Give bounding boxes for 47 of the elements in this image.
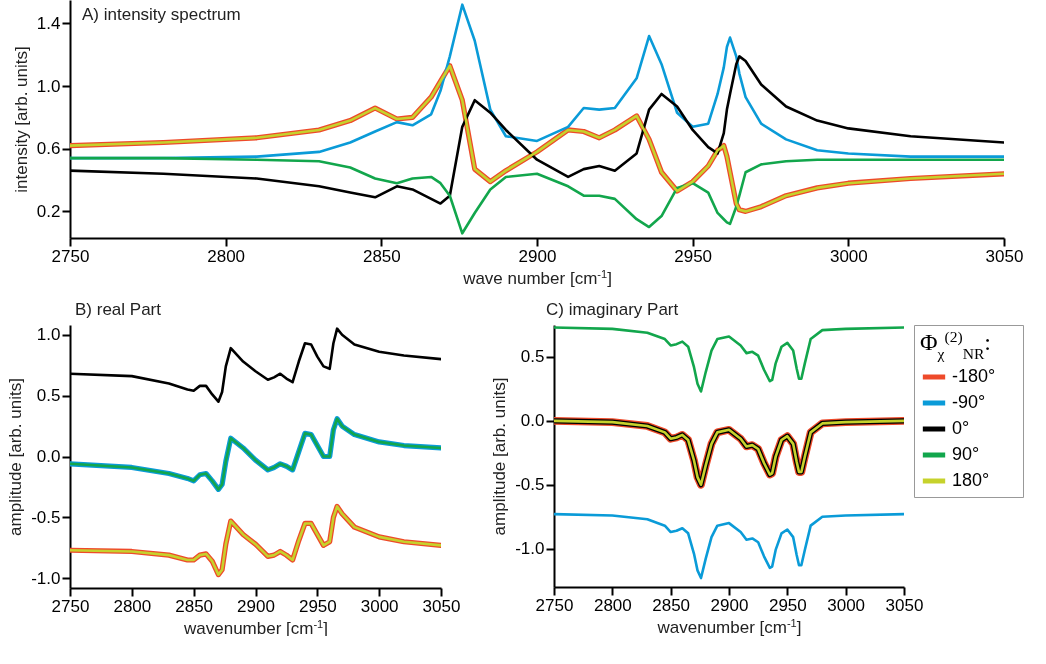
y-tick-label: 0.2 [36,201,61,221]
x-tick-label: 2750 [51,246,90,266]
x-tick-label: 2800 [113,596,152,616]
x-tick-label: 3000 [829,246,868,266]
y-tick-label: 0.0 [36,447,61,466]
x-tick-label: 3000 [360,596,399,616]
y-tick-label: 1.0 [36,325,61,345]
x-tick-label: 2850 [652,595,691,615]
legend-label: 90° [952,444,980,464]
x-tick-label: 2950 [768,595,807,615]
legend-label: -180° [952,366,996,386]
legend-label: 0° [952,418,970,438]
y-tick-label: 0.0 [520,411,545,431]
x-tick-label: 2950 [298,596,337,616]
chart-title: A) intensity spectrum [82,5,241,24]
y-tick-label: 0.5 [520,347,545,367]
x-tick-label: 2900 [710,595,749,615]
y-tick-label: -0.5 [31,507,61,527]
y-tick-label: -0.5 [515,475,545,495]
y-tick-label: 1.0 [36,76,61,96]
x-tick-label: 3000 [827,595,866,615]
y-tick-label: -1.0 [31,568,61,588]
x-axis-title: wavenumber [cm$^{-1}$] [656,616,802,637]
y-tick-label: 0.6 [36,139,61,159]
y-tick-label: 0.5 [36,386,61,406]
y-tick-label: 1.4 [36,13,61,33]
x-tick-label: 2850 [362,246,401,266]
x-tick-label: 2900 [237,596,275,616]
chart-title: C) imaginary Part [546,299,679,319]
x-axis-title: wave number [cm$^{-1}$] [462,267,612,288]
x-tick-label: 2900 [518,246,557,266]
y-tick-label: -1.0 [515,539,545,559]
x-tick-label: 2950 [674,246,713,266]
x-tick-label: 2800 [593,595,632,615]
legend-label: -90° [952,392,986,412]
chart-title: B) real Part [75,300,162,319]
x-tick-label: 3050 [422,596,461,616]
x-tick-label: 3050 [885,595,924,615]
x-tick-label: 2800 [207,246,246,266]
x-tick-label: 2850 [175,596,214,616]
x-tick-label: 2750 [51,596,90,616]
x-tick-label: 3050 [985,246,1024,266]
y-axis-title: amplitude [arb. units] [6,378,26,536]
y-axis-title: amplitude [arb. units] [490,377,510,536]
legend-label: 180° [952,470,990,490]
x-tick-label: 2750 [535,595,574,615]
y-axis-title: intensity [arb. units] [11,46,31,193]
